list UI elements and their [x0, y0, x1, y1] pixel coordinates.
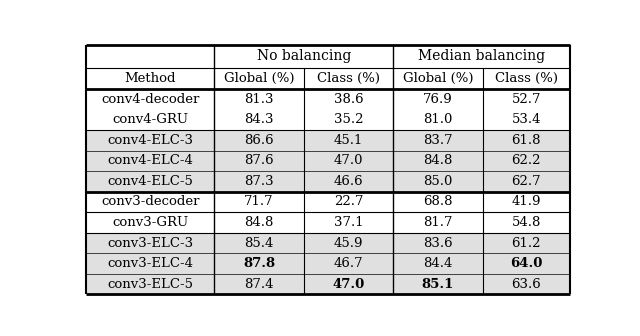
- Text: 45.9: 45.9: [334, 237, 364, 250]
- Text: conv4-ELC-3: conv4-ELC-3: [108, 134, 193, 147]
- Text: conv3-ELC-4: conv3-ELC-4: [108, 257, 193, 270]
- Text: Median balancing: Median balancing: [418, 49, 545, 64]
- Text: conv3-ELC-5: conv3-ELC-5: [108, 278, 193, 291]
- Bar: [86, 130, 570, 151]
- Text: 35.2: 35.2: [334, 113, 364, 126]
- Text: 83.7: 83.7: [423, 134, 453, 147]
- Text: 86.6: 86.6: [244, 134, 274, 147]
- Text: 22.7: 22.7: [334, 196, 364, 208]
- Text: 37.1: 37.1: [333, 216, 364, 229]
- Text: 46.7: 46.7: [333, 257, 364, 270]
- Text: 83.6: 83.6: [423, 237, 453, 250]
- Text: 64.0: 64.0: [510, 257, 543, 270]
- Bar: [86, 171, 570, 192]
- Text: 52.7: 52.7: [511, 93, 541, 106]
- Text: 62.7: 62.7: [511, 175, 541, 188]
- Text: 84.8: 84.8: [244, 216, 274, 229]
- Text: 87.6: 87.6: [244, 154, 274, 167]
- Text: 87.8: 87.8: [243, 257, 275, 270]
- Text: 63.6: 63.6: [511, 278, 541, 291]
- Text: 62.2: 62.2: [511, 154, 541, 167]
- Text: 53.4: 53.4: [511, 113, 541, 126]
- Text: 45.1: 45.1: [334, 134, 364, 147]
- Text: 85.4: 85.4: [244, 237, 274, 250]
- Text: 47.0: 47.0: [334, 154, 364, 167]
- Text: 81.3: 81.3: [244, 93, 274, 106]
- Text: 76.9: 76.9: [423, 93, 453, 106]
- Text: 84.4: 84.4: [423, 257, 452, 270]
- Text: conv4-ELC-4: conv4-ELC-4: [108, 154, 193, 167]
- Text: 68.8: 68.8: [423, 196, 452, 208]
- Text: conv3-ELC-3: conv3-ELC-3: [108, 237, 193, 250]
- Text: 38.6: 38.6: [333, 93, 364, 106]
- Text: 84.3: 84.3: [244, 113, 274, 126]
- Text: 54.8: 54.8: [511, 216, 541, 229]
- Text: 71.7: 71.7: [244, 196, 274, 208]
- Text: 46.6: 46.6: [333, 175, 364, 188]
- Bar: [86, 253, 570, 274]
- Text: 85.1: 85.1: [422, 278, 454, 291]
- Text: Class (%): Class (%): [495, 72, 558, 85]
- Text: conv4-GRU: conv4-GRU: [112, 113, 188, 126]
- Text: 81.0: 81.0: [423, 113, 452, 126]
- Text: conv4-ELC-5: conv4-ELC-5: [108, 175, 193, 188]
- Text: No balancing: No balancing: [257, 49, 351, 64]
- Text: conv3-GRU: conv3-GRU: [112, 216, 188, 229]
- Text: conv4-decoder: conv4-decoder: [101, 93, 200, 106]
- Bar: [86, 151, 570, 171]
- Bar: [86, 233, 570, 253]
- Text: 61.8: 61.8: [511, 134, 541, 147]
- Text: 41.9: 41.9: [511, 196, 541, 208]
- Text: 61.2: 61.2: [511, 237, 541, 250]
- Text: conv3-decoder: conv3-decoder: [101, 196, 200, 208]
- Bar: [86, 274, 570, 294]
- Text: Global (%): Global (%): [403, 72, 473, 85]
- Text: 85.0: 85.0: [423, 175, 452, 188]
- Text: Global (%): Global (%): [224, 72, 294, 85]
- Text: 81.7: 81.7: [423, 216, 452, 229]
- Text: Class (%): Class (%): [317, 72, 380, 85]
- Text: Method: Method: [125, 72, 176, 85]
- Text: 84.8: 84.8: [423, 154, 452, 167]
- Text: 47.0: 47.0: [332, 278, 365, 291]
- Text: 87.3: 87.3: [244, 175, 274, 188]
- Text: 87.4: 87.4: [244, 278, 274, 291]
